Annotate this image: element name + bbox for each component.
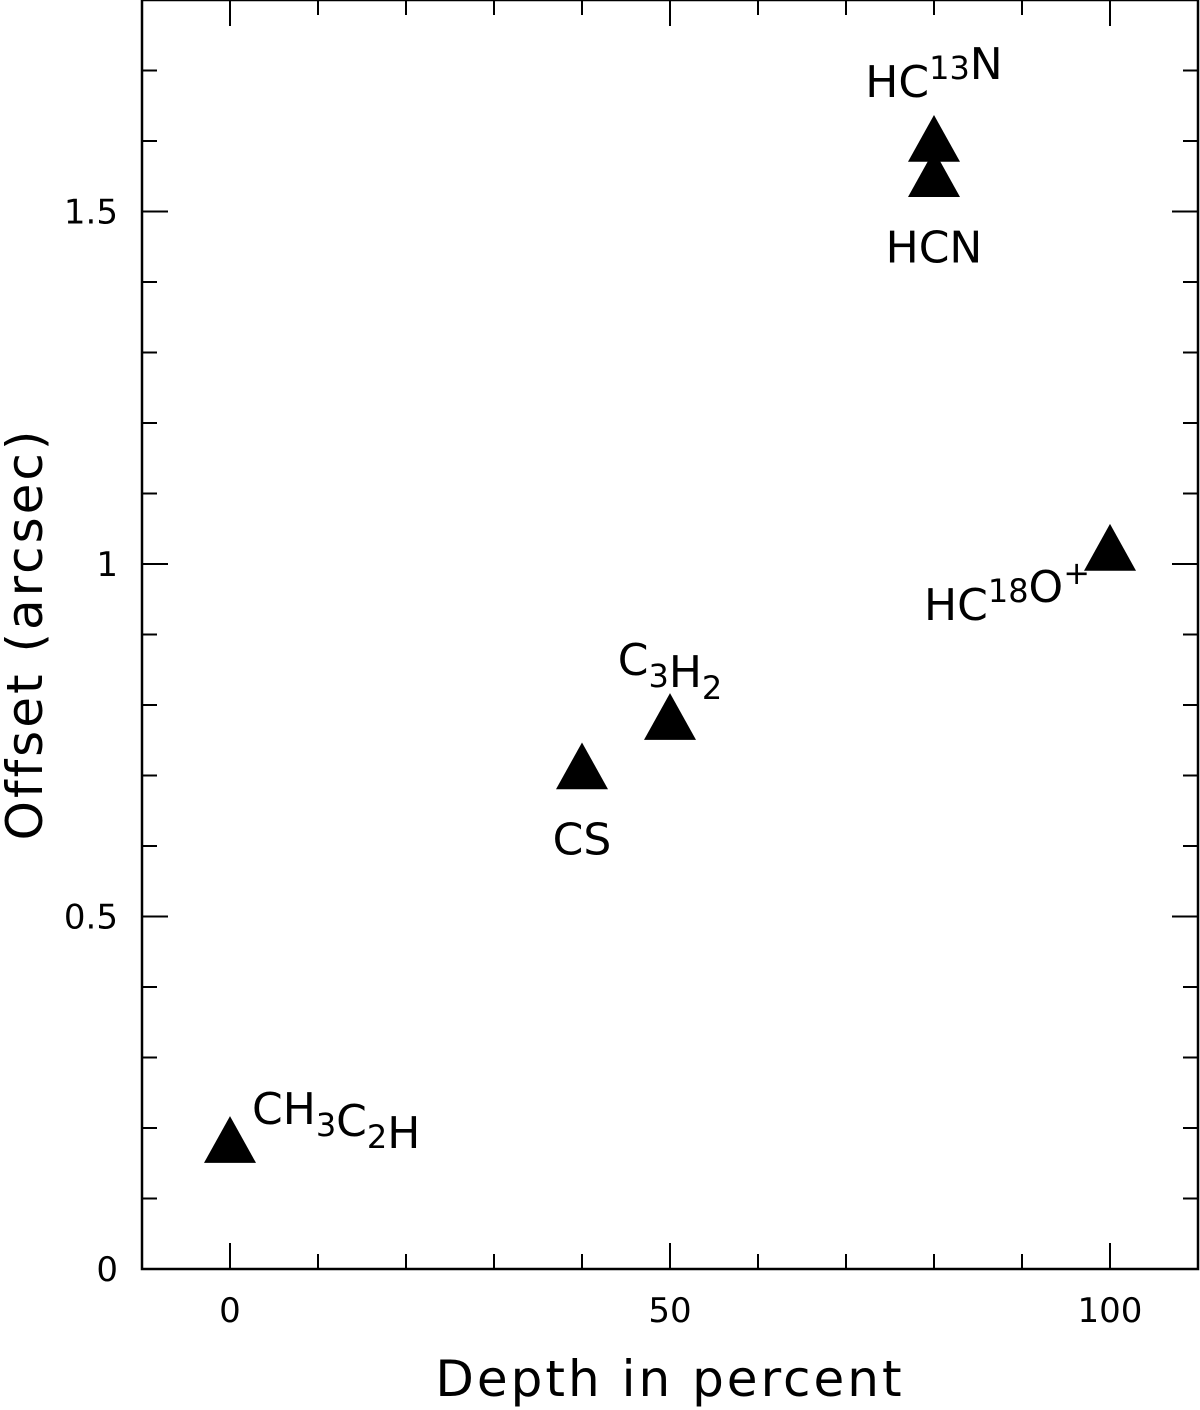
marker-c3h2 xyxy=(644,693,696,740)
point-labels: CH3C2H CS C3H2 HC13N HCN HC18O+ xyxy=(252,39,1090,1159)
x-tick-label: 100 xyxy=(1078,1291,1143,1331)
marker-hcn xyxy=(908,150,960,198)
label-c3h2: C3H2 xyxy=(618,635,723,707)
label-hcn: HCN xyxy=(886,222,983,273)
label-cs: CS xyxy=(553,814,612,865)
label-hc18o: HC18O+ xyxy=(924,554,1090,631)
label-hc13n: HC13N xyxy=(865,39,1002,108)
marker-cs xyxy=(556,742,608,790)
x-tick-label: 50 xyxy=(648,1291,691,1331)
y-tick-label: 0.5 xyxy=(64,898,118,938)
y-axis-title: Offset (arcsec) xyxy=(0,428,54,841)
label-ch3c2h: CH3C2H xyxy=(252,1084,420,1159)
x-axis-title: Depth in percent xyxy=(435,1350,904,1408)
plot-frame xyxy=(140,0,1200,1271)
y-tick-label: 1.5 xyxy=(64,193,118,233)
data-markers xyxy=(204,115,1136,1163)
axis-tick-labels: 0 50 100 0 0.5 1 1.5 xyxy=(64,193,1143,1332)
marker-ch3c2h xyxy=(204,1116,256,1163)
marker-hc18o xyxy=(1084,523,1136,571)
marker-hc13n xyxy=(908,115,960,162)
axis-ticks xyxy=(141,0,1199,1269)
x-tick-label: 0 xyxy=(219,1291,241,1331)
y-tick-label: 1 xyxy=(96,545,118,585)
y-tick-label: 0 xyxy=(96,1250,118,1290)
